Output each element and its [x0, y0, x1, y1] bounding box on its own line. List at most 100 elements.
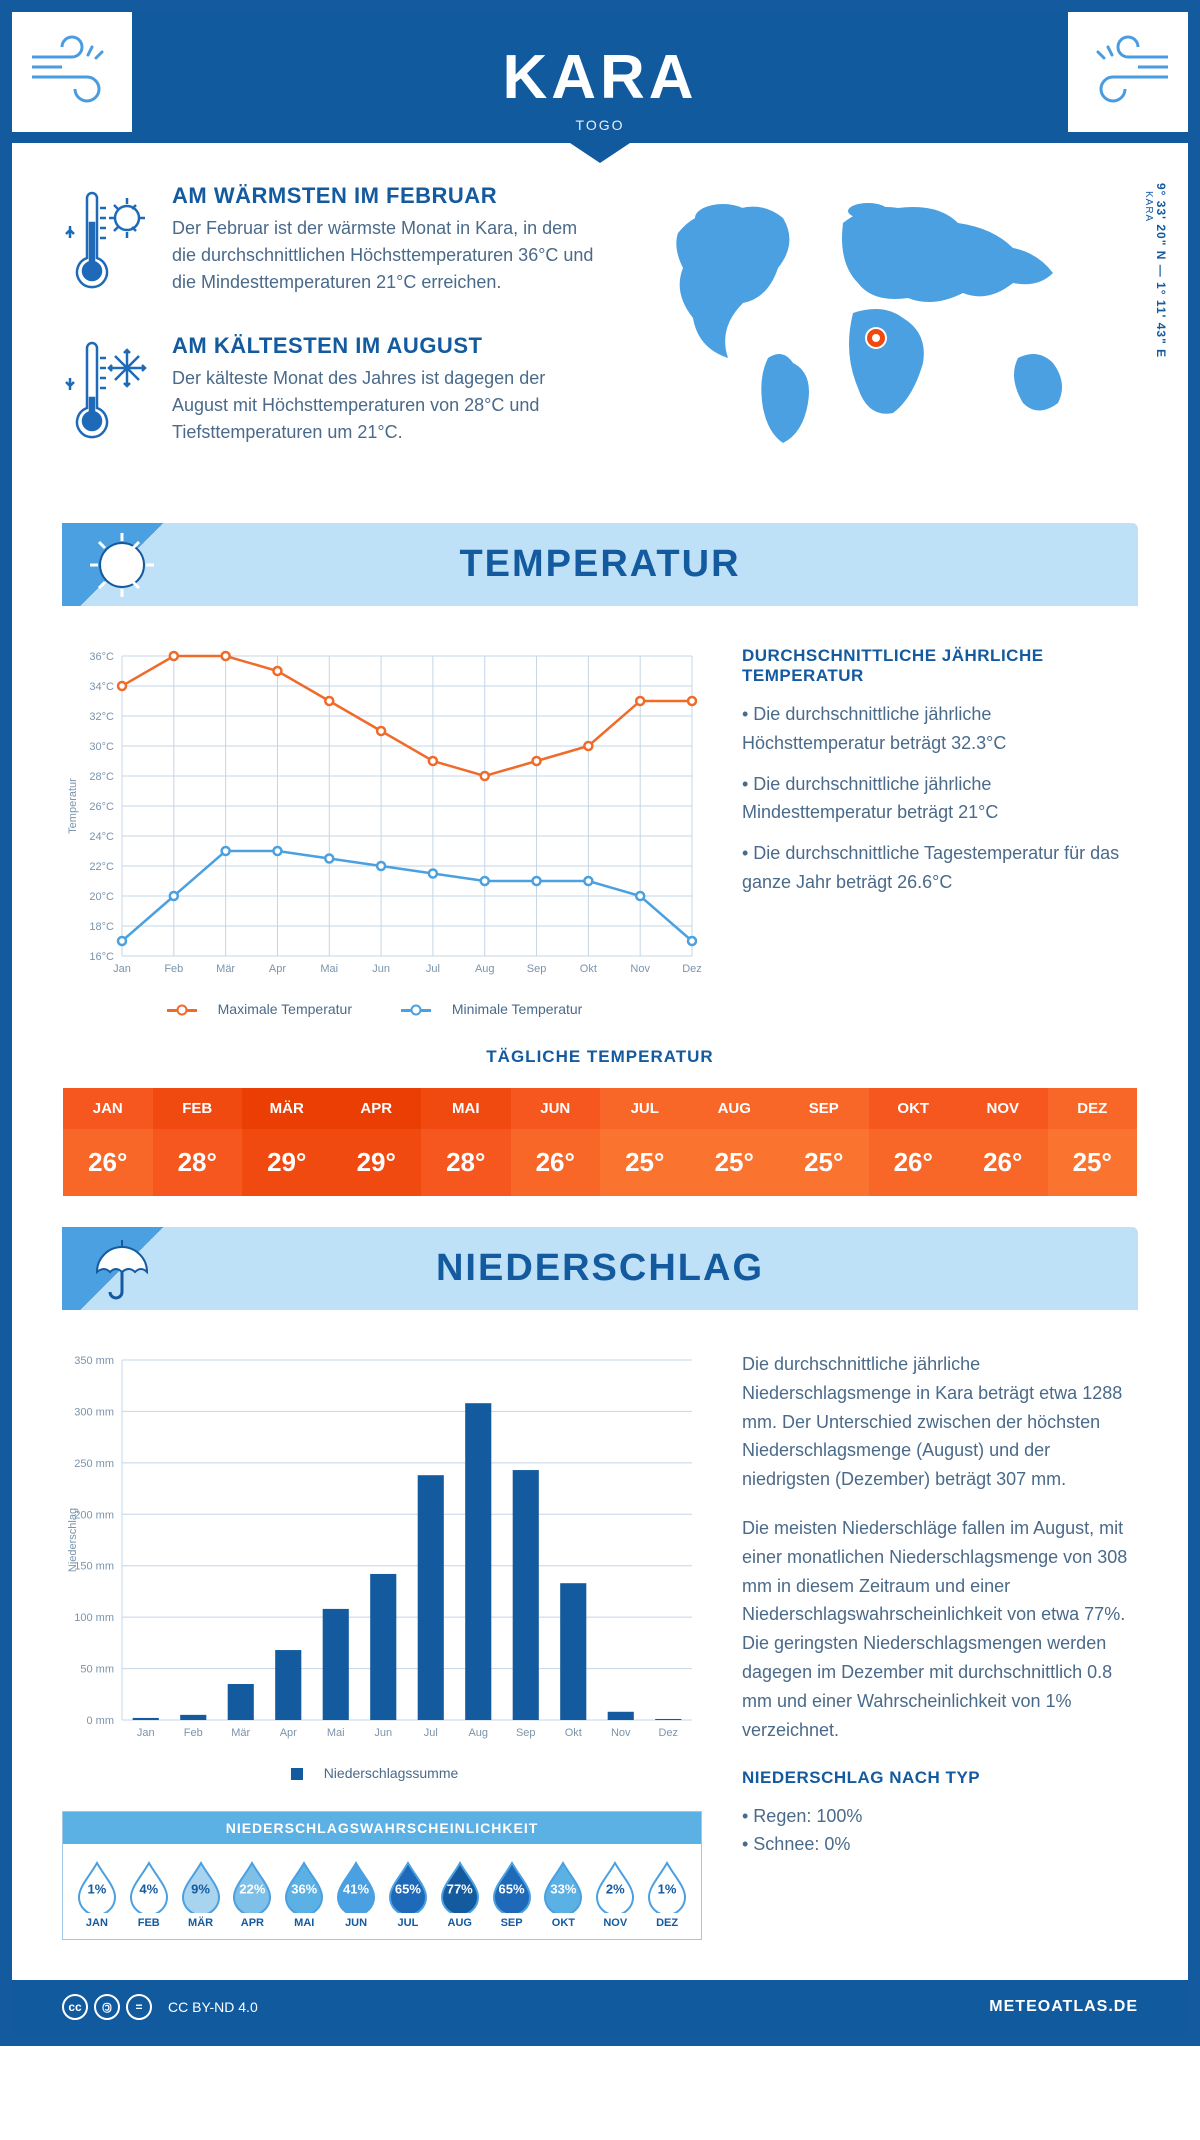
coordinates: 9° 33' 20" N — 1° 11' 43" EKARA [1143, 183, 1168, 358]
prob-drop: 9% MÄR [177, 1859, 225, 1929]
temp-bullet: • Die durchschnittliche Tagestemperatur … [742, 839, 1138, 897]
svg-text:Jun: Jun [374, 1727, 392, 1739]
prob-drop: 1% JAN [73, 1859, 121, 1929]
temp-legend: Maximale Temperatur Minimale Temperatur [62, 1001, 702, 1017]
prob-drop: 4% FEB [125, 1859, 173, 1929]
temp-title: TEMPERATUR [62, 543, 1138, 586]
temp-cell: 28° [421, 1129, 511, 1196]
prob-drop: 77% AUG [436, 1859, 484, 1929]
svg-text:28°C: 28°C [89, 771, 114, 783]
svg-text:Feb: Feb [164, 963, 183, 975]
precip-probability-box: NIEDERSCHLAGSWAHRSCHEINLICHKEIT 1% JAN 4… [62, 1811, 702, 1940]
svg-text:Jul: Jul [424, 1727, 438, 1739]
prob-drop: 65% JUL [384, 1859, 432, 1929]
temp-cell: 25° [779, 1129, 869, 1196]
prob-drop: 65% SEP [488, 1859, 536, 1929]
svg-text:Dez: Dez [682, 963, 702, 975]
month-header: MAI [421, 1088, 511, 1129]
svg-text:24°C: 24°C [89, 831, 114, 843]
month-header: FEB [153, 1088, 243, 1129]
temp-annual-text: DURCHSCHNITTLICHE JÄHRLICHE TEMPERATUR •… [742, 646, 1138, 1017]
prob-drop: 22% APR [228, 1859, 276, 1929]
thermometer-sun-icon [62, 183, 152, 303]
svg-text:Jul: Jul [426, 963, 440, 975]
svg-text:Mai: Mai [320, 963, 338, 975]
svg-text:300 mm: 300 mm [74, 1406, 114, 1418]
infographic-frame: KARA TOGO AM WÄRMSTEN IM FEBRUAR Der Feb… [0, 0, 1200, 2046]
world-map: 9° 33' 20" N — 1° 11' 43" EKARA [638, 183, 1138, 483]
license-badge: cc🄯= CC BY-ND 4.0 [62, 1994, 258, 2020]
precip-text: Die durchschnittliche jährliche Niedersc… [742, 1350, 1138, 1859]
svg-text:Mär: Mär [216, 963, 235, 975]
svg-text:22°C: 22°C [89, 861, 114, 873]
svg-text:36°C: 36°C [89, 651, 114, 663]
daily-temp-title: TÄGLICHE TEMPERATUR [62, 1047, 1138, 1067]
coldest-block: AM KÄLTESTEN IM AUGUST Der kälteste Mona… [62, 333, 598, 453]
svg-text:Feb: Feb [184, 1727, 203, 1739]
svg-text:Temperatur: Temperatur [67, 778, 79, 834]
svg-text:20°C: 20°C [89, 891, 114, 903]
month-header: DEZ [1048, 1088, 1138, 1129]
temp-cell: 26° [958, 1129, 1048, 1196]
svg-text:Jun: Jun [372, 963, 390, 975]
wind-icon [12, 12, 132, 132]
temp-cell: 25° [600, 1129, 690, 1196]
svg-text:Niederschlag: Niederschlag [67, 1508, 79, 1572]
svg-text:Sep: Sep [516, 1727, 536, 1739]
svg-text:Aug: Aug [475, 963, 495, 975]
svg-text:Apr: Apr [280, 1727, 297, 1739]
month-header: JUL [600, 1088, 690, 1129]
svg-text:16°C: 16°C [89, 951, 114, 963]
coldest-text: Der kälteste Monat des Jahres ist dagege… [172, 365, 598, 446]
month-header: NOV [958, 1088, 1048, 1129]
temp-cell: 26° [869, 1129, 959, 1196]
svg-text:250 mm: 250 mm [74, 1458, 114, 1470]
temp-cell: 26° [63, 1129, 153, 1196]
sun-icon [62, 523, 182, 606]
svg-text:Aug: Aug [468, 1727, 488, 1739]
summary-row: AM WÄRMSTEN IM FEBRUAR Der Februar ist d… [62, 183, 1138, 483]
temp-cell: 28° [153, 1129, 243, 1196]
month-header: JUN [511, 1088, 601, 1129]
umbrella-icon [62, 1227, 182, 1310]
country-subtitle: TOGO [12, 117, 1188, 133]
precip-legend: Niederschlagssumme [62, 1765, 702, 1781]
svg-text:100 mm: 100 mm [74, 1612, 114, 1624]
prob-drop: 33% OKT [539, 1859, 587, 1929]
precip-type-bullet: • Schnee: 0% [742, 1830, 1138, 1859]
svg-text:32°C: 32°C [89, 711, 114, 723]
temp-cell: 29° [242, 1129, 332, 1196]
header: KARA TOGO [12, 12, 1188, 143]
daily-temp-table: JANFEBMÄRAPRMAIJUNJULAUGSEPOKTNOVDEZ26°2… [62, 1087, 1138, 1197]
prob-drop: 1% DEZ [643, 1859, 691, 1929]
svg-text:Okt: Okt [565, 1727, 582, 1739]
svg-text:Apr: Apr [269, 963, 286, 975]
city-title: KARA [12, 42, 1188, 113]
month-header: AUG [690, 1088, 780, 1129]
precip-section-header: NIEDERSCHLAG [62, 1227, 1138, 1310]
svg-text:34°C: 34°C [89, 681, 114, 693]
svg-text:Jan: Jan [113, 963, 131, 975]
precip-type-bullet: • Regen: 100% [742, 1802, 1138, 1831]
warmest-title: AM WÄRMSTEN IM FEBRUAR [172, 183, 598, 209]
temp-bullet: • Die durchschnittliche jährliche Mindes… [742, 770, 1138, 828]
svg-text:150 mm: 150 mm [74, 1561, 114, 1573]
warmest-block: AM WÄRMSTEN IM FEBRUAR Der Februar ist d… [62, 183, 598, 303]
svg-text:30°C: 30°C [89, 741, 114, 753]
svg-text:Nov: Nov [630, 963, 650, 975]
month-header: JAN [63, 1088, 153, 1129]
temp-section-header: TEMPERATUR [62, 523, 1138, 606]
thermometer-snow-icon [62, 333, 152, 453]
precipitation-bar-chart: 0 mm50 mm100 mm150 mm200 mm250 mm300 mm3… [62, 1350, 702, 1940]
precip-title: NIEDERSCHLAG [62, 1247, 1138, 1290]
month-header: OKT [869, 1088, 959, 1129]
svg-text:26°C: 26°C [89, 801, 114, 813]
svg-text:Okt: Okt [580, 963, 597, 975]
prob-drop: 41% JUN [332, 1859, 380, 1929]
temp-cell: 25° [690, 1129, 780, 1196]
svg-text:Sep: Sep [527, 963, 547, 975]
month-header: SEP [779, 1088, 869, 1129]
month-header: APR [332, 1088, 422, 1129]
svg-text:350 mm: 350 mm [74, 1355, 114, 1367]
svg-text:200 mm: 200 mm [74, 1509, 114, 1521]
